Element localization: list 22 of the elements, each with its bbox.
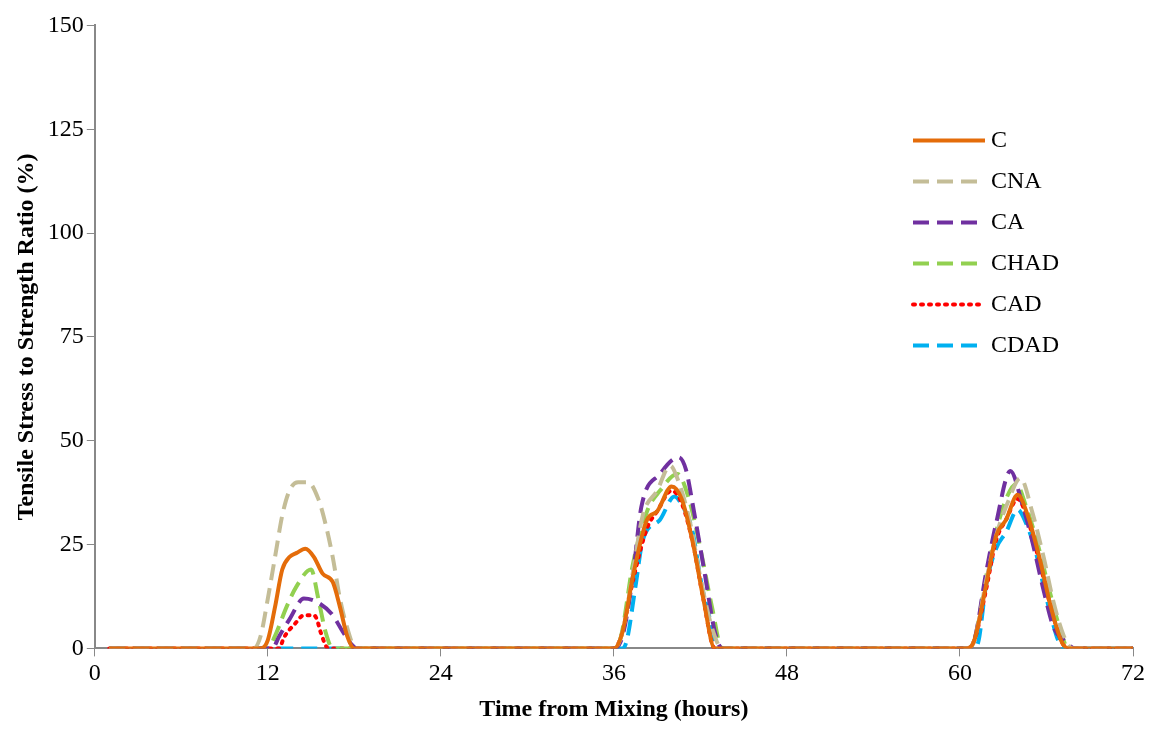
legend-label: CA xyxy=(991,207,1026,234)
y-tick-label: 150 xyxy=(47,10,84,37)
y-tick-label: 100 xyxy=(47,218,84,245)
x-tick-label: 12 xyxy=(255,659,280,686)
x-tick-label: 0 xyxy=(88,659,101,686)
y-tick-label: 125 xyxy=(47,114,84,141)
x-tick-label: 48 xyxy=(774,659,799,686)
y-tick-label: 50 xyxy=(59,426,84,453)
legend-label: CHAD xyxy=(991,248,1060,275)
x-tick-label: 72 xyxy=(1121,659,1145,686)
y-axis-title: Tensile Stress to Strength Ratio (%) xyxy=(11,153,38,521)
legend-label: CAD xyxy=(991,289,1042,316)
y-tick-label: 25 xyxy=(59,529,84,556)
x-tick-label: 24 xyxy=(428,659,453,686)
x-axis-title: Time from Mixing (hours) xyxy=(479,694,749,721)
x-tick-label: 60 xyxy=(947,659,972,686)
y-tick-label: 0 xyxy=(71,633,84,660)
x-tick-label: 36 xyxy=(601,659,626,686)
legend-label: CDAD xyxy=(991,330,1060,357)
legend-label: CNA xyxy=(991,166,1043,193)
legend-label: C xyxy=(991,125,1008,152)
y-tick-label: 75 xyxy=(59,322,84,349)
